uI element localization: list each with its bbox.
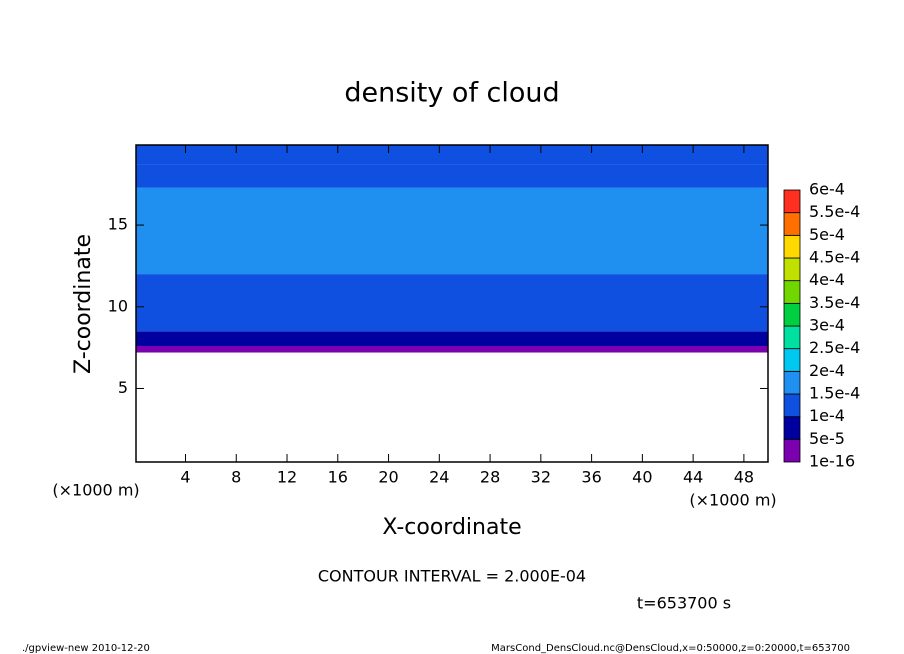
contour-band bbox=[136, 331, 768, 346]
colorbar-box bbox=[783, 280, 801, 304]
x-tick-label: 4 bbox=[180, 468, 190, 487]
y-tick-label: 10 bbox=[108, 296, 128, 315]
x-tick-label: 48 bbox=[734, 468, 754, 487]
colorbar-label: 5e-4 bbox=[809, 225, 845, 244]
colorbar-box bbox=[783, 370, 801, 395]
colorbar-box bbox=[783, 348, 801, 372]
x-tick-label: 28 bbox=[480, 468, 500, 487]
footer-left: ./gpview-new 2010-12-20 bbox=[22, 643, 150, 654]
y-tick-label: 5 bbox=[118, 378, 128, 397]
y-axis-label: Z-coordinate bbox=[71, 234, 96, 374]
colorbar-label: 5.5e-4 bbox=[809, 202, 860, 221]
colorbar-box bbox=[783, 257, 801, 282]
contour-band bbox=[136, 187, 768, 275]
x-axis-label: X-coordinate bbox=[382, 515, 521, 540]
x-unit: (×1000 m) bbox=[689, 491, 776, 510]
contour-band bbox=[136, 274, 768, 332]
x-tick-label: 44 bbox=[683, 468, 703, 487]
x-tick-label: 12 bbox=[277, 468, 297, 487]
colorbar-label: 1e-16 bbox=[809, 452, 855, 471]
colorbar-box bbox=[783, 438, 801, 463]
colorbar-label: 1.5e-4 bbox=[809, 384, 860, 403]
x-tick-label: 8 bbox=[231, 468, 241, 487]
x-tick-label: 40 bbox=[632, 468, 652, 487]
x-tick-label: 20 bbox=[378, 468, 398, 487]
colorbar-label: 4.5e-4 bbox=[809, 248, 860, 267]
colorbar-box bbox=[783, 416, 801, 440]
footer-right: MarsCond_DensCloud.nc@DensCloud,x=0:5000… bbox=[491, 643, 850, 654]
x-tick-label: 32 bbox=[531, 468, 551, 487]
contour-interval: CONTOUR INTERVAL = 2.000E-04 bbox=[318, 567, 586, 586]
colorbar-label: 5e-5 bbox=[809, 429, 845, 448]
colorbar-label: 4e-4 bbox=[809, 270, 845, 289]
plot-frame bbox=[135, 144, 769, 463]
time-label: t=653700 s bbox=[637, 594, 731, 613]
colorbar-label: 1e-4 bbox=[809, 406, 845, 425]
x-tick-label: 24 bbox=[429, 468, 449, 487]
contour-band bbox=[136, 345, 768, 353]
colorbar-label: 3.5e-4 bbox=[809, 293, 860, 312]
colorbar-box bbox=[783, 302, 801, 327]
chart-title: density of cloud bbox=[344, 78, 559, 109]
colorbar-box bbox=[783, 234, 801, 259]
y-tick-label: 15 bbox=[108, 215, 128, 234]
colorbar-box bbox=[783, 325, 801, 350]
colorbar-box bbox=[783, 212, 801, 236]
x-tick-label: 36 bbox=[581, 468, 601, 487]
colorbar-label: 6e-4 bbox=[809, 180, 845, 199]
colorbar-label: 2.5e-4 bbox=[809, 338, 860, 357]
x-tick-label: 16 bbox=[328, 468, 348, 487]
contour-band bbox=[136, 164, 768, 188]
colorbar-box bbox=[783, 393, 801, 418]
colorbar-box bbox=[783, 189, 801, 214]
y-unit: (×1000 m) bbox=[52, 481, 139, 500]
contour-band bbox=[136, 145, 768, 165]
colorbar-label: 3e-4 bbox=[809, 316, 845, 335]
colorbar-label: 2e-4 bbox=[809, 361, 845, 380]
